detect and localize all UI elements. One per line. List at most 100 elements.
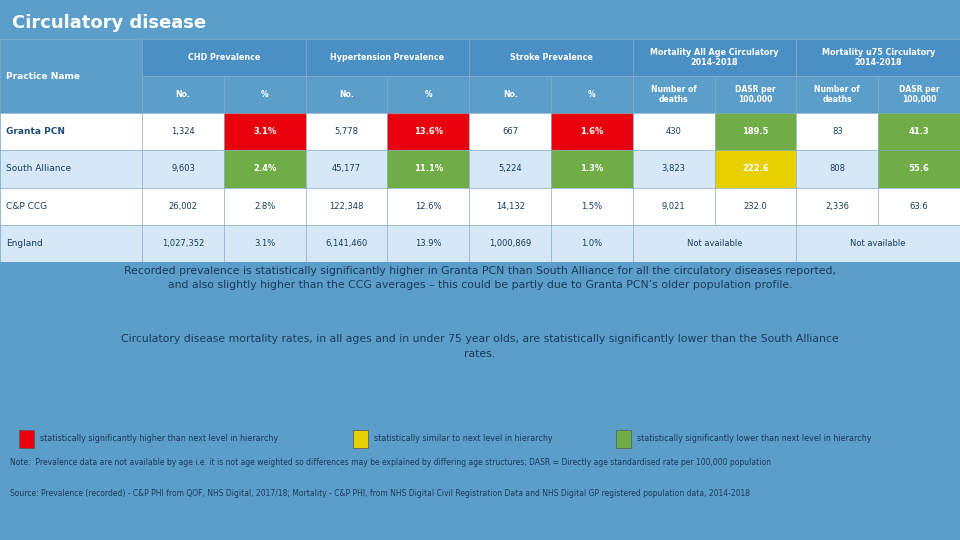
Text: 55.6: 55.6 bbox=[909, 165, 929, 173]
Text: 13.9%: 13.9% bbox=[415, 239, 442, 248]
Text: 63.6: 63.6 bbox=[910, 201, 928, 211]
Text: 5,224: 5,224 bbox=[498, 165, 522, 173]
Bar bbox=[469, 39, 633, 76]
Text: 2.8%: 2.8% bbox=[254, 201, 276, 211]
Bar bbox=[616, 430, 632, 448]
Text: %: % bbox=[424, 90, 432, 99]
Text: 45,177: 45,177 bbox=[332, 165, 361, 173]
Text: Granta PCN: Granta PCN bbox=[6, 127, 64, 136]
Text: South Alliance: South Alliance bbox=[6, 165, 71, 173]
Bar bbox=[797, 225, 960, 262]
Bar bbox=[551, 150, 633, 187]
Text: %: % bbox=[261, 90, 269, 99]
Bar bbox=[633, 113, 714, 150]
Bar bbox=[305, 76, 388, 113]
Bar bbox=[633, 225, 797, 262]
Bar bbox=[388, 225, 469, 262]
Bar bbox=[633, 150, 714, 187]
Text: Circulatory disease mortality rates, in all ages and in under 75 year olds, are : Circulatory disease mortality rates, in … bbox=[121, 334, 839, 359]
Bar bbox=[469, 187, 551, 225]
Text: 1,000,869: 1,000,869 bbox=[489, 239, 531, 248]
Text: Circulatory disease: Circulatory disease bbox=[12, 14, 205, 31]
Text: statistically similar to next level in hierarchy: statistically similar to next level in h… bbox=[373, 434, 552, 443]
Text: Not available: Not available bbox=[686, 239, 742, 248]
Bar bbox=[797, 187, 878, 225]
Bar bbox=[224, 113, 305, 150]
Bar bbox=[305, 39, 469, 76]
Bar bbox=[0, 187, 142, 225]
Bar bbox=[0, 150, 142, 187]
Text: 11.1%: 11.1% bbox=[414, 165, 443, 173]
Bar bbox=[388, 150, 469, 187]
Bar bbox=[797, 113, 878, 150]
Text: 83: 83 bbox=[832, 127, 843, 136]
Text: 1.6%: 1.6% bbox=[580, 127, 604, 136]
Text: 232.0: 232.0 bbox=[744, 201, 767, 211]
Text: 1.5%: 1.5% bbox=[582, 201, 603, 211]
Bar bbox=[353, 430, 368, 448]
Text: 1,027,352: 1,027,352 bbox=[162, 239, 204, 248]
Bar bbox=[469, 225, 551, 262]
Text: 13.6%: 13.6% bbox=[414, 127, 443, 136]
Bar bbox=[878, 150, 960, 187]
Bar bbox=[551, 113, 633, 150]
Text: 14,132: 14,132 bbox=[495, 201, 525, 211]
Bar bbox=[797, 150, 878, 187]
Text: 12.6%: 12.6% bbox=[415, 201, 442, 211]
Bar bbox=[0, 113, 142, 150]
Text: DASR per
100,000: DASR per 100,000 bbox=[735, 85, 776, 104]
Text: Mortality u75 Circulatory
2014-2018: Mortality u75 Circulatory 2014-2018 bbox=[822, 48, 935, 67]
Text: DASR per
100,000: DASR per 100,000 bbox=[899, 85, 940, 104]
Text: 1.3%: 1.3% bbox=[580, 165, 604, 173]
Bar bbox=[797, 39, 960, 76]
Text: 9,603: 9,603 bbox=[171, 165, 195, 173]
Bar bbox=[388, 187, 469, 225]
Text: 2,336: 2,336 bbox=[826, 201, 850, 211]
Bar bbox=[551, 225, 633, 262]
Bar bbox=[469, 150, 551, 187]
Bar bbox=[0, 39, 142, 113]
Bar bbox=[551, 76, 633, 113]
Bar bbox=[388, 113, 469, 150]
Text: 1,324: 1,324 bbox=[171, 127, 195, 136]
Bar bbox=[878, 113, 960, 150]
Text: 6,141,460: 6,141,460 bbox=[325, 239, 368, 248]
Text: statistically significantly lower than next level in hierarchy: statistically significantly lower than n… bbox=[637, 434, 872, 443]
Bar bbox=[714, 113, 797, 150]
Text: 808: 808 bbox=[829, 165, 846, 173]
Text: 3.1%: 3.1% bbox=[254, 239, 276, 248]
Bar bbox=[224, 225, 305, 262]
Text: No.: No. bbox=[176, 90, 190, 99]
Bar bbox=[142, 113, 224, 150]
Text: Hypertension Prevalence: Hypertension Prevalence bbox=[330, 53, 444, 62]
Bar bbox=[714, 150, 797, 187]
Bar bbox=[305, 187, 388, 225]
Bar bbox=[797, 76, 878, 113]
Text: %: % bbox=[588, 90, 596, 99]
Text: 122,348: 122,348 bbox=[329, 201, 364, 211]
Text: Number of
deaths: Number of deaths bbox=[651, 85, 697, 104]
Text: 26,002: 26,002 bbox=[168, 201, 198, 211]
Bar bbox=[142, 187, 224, 225]
Bar bbox=[388, 76, 469, 113]
Text: Mortality All Age Circulatory
2014-2018: Mortality All Age Circulatory 2014-2018 bbox=[650, 48, 779, 67]
Text: Not available: Not available bbox=[851, 239, 906, 248]
Bar bbox=[714, 76, 797, 113]
Bar bbox=[469, 113, 551, 150]
Bar bbox=[142, 39, 305, 76]
Bar bbox=[633, 187, 714, 225]
Text: Source: Prevalence (recorded) - C&P PHI from QOF, NHS Digital, 2017/18; Mortalit: Source: Prevalence (recorded) - C&P PHI … bbox=[10, 489, 750, 498]
Bar bbox=[0, 225, 142, 262]
Bar bbox=[142, 76, 224, 113]
Text: Stroke Prevalence: Stroke Prevalence bbox=[510, 53, 592, 62]
Text: CHD Prevalence: CHD Prevalence bbox=[188, 53, 260, 62]
Bar bbox=[305, 113, 388, 150]
Text: 1.0%: 1.0% bbox=[582, 239, 603, 248]
Bar bbox=[224, 76, 305, 113]
Text: 430: 430 bbox=[666, 127, 682, 136]
Bar bbox=[633, 39, 797, 76]
Text: Practice Name: Practice Name bbox=[6, 71, 80, 80]
Bar bbox=[878, 187, 960, 225]
Bar bbox=[633, 76, 714, 113]
Bar bbox=[305, 150, 388, 187]
